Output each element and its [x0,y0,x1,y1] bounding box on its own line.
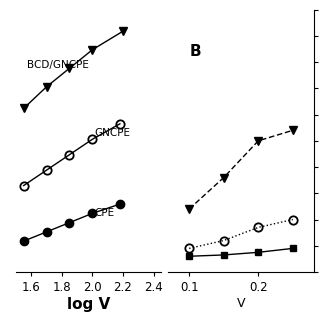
Text: CPE: CPE [94,208,114,219]
X-axis label: V: V [237,297,245,310]
X-axis label: log V: log V [67,297,110,312]
Text: B: B [189,44,201,59]
Text: BCD/GNCPE: BCD/GNCPE [27,60,89,70]
Text: GNCPE: GNCPE [94,128,130,138]
